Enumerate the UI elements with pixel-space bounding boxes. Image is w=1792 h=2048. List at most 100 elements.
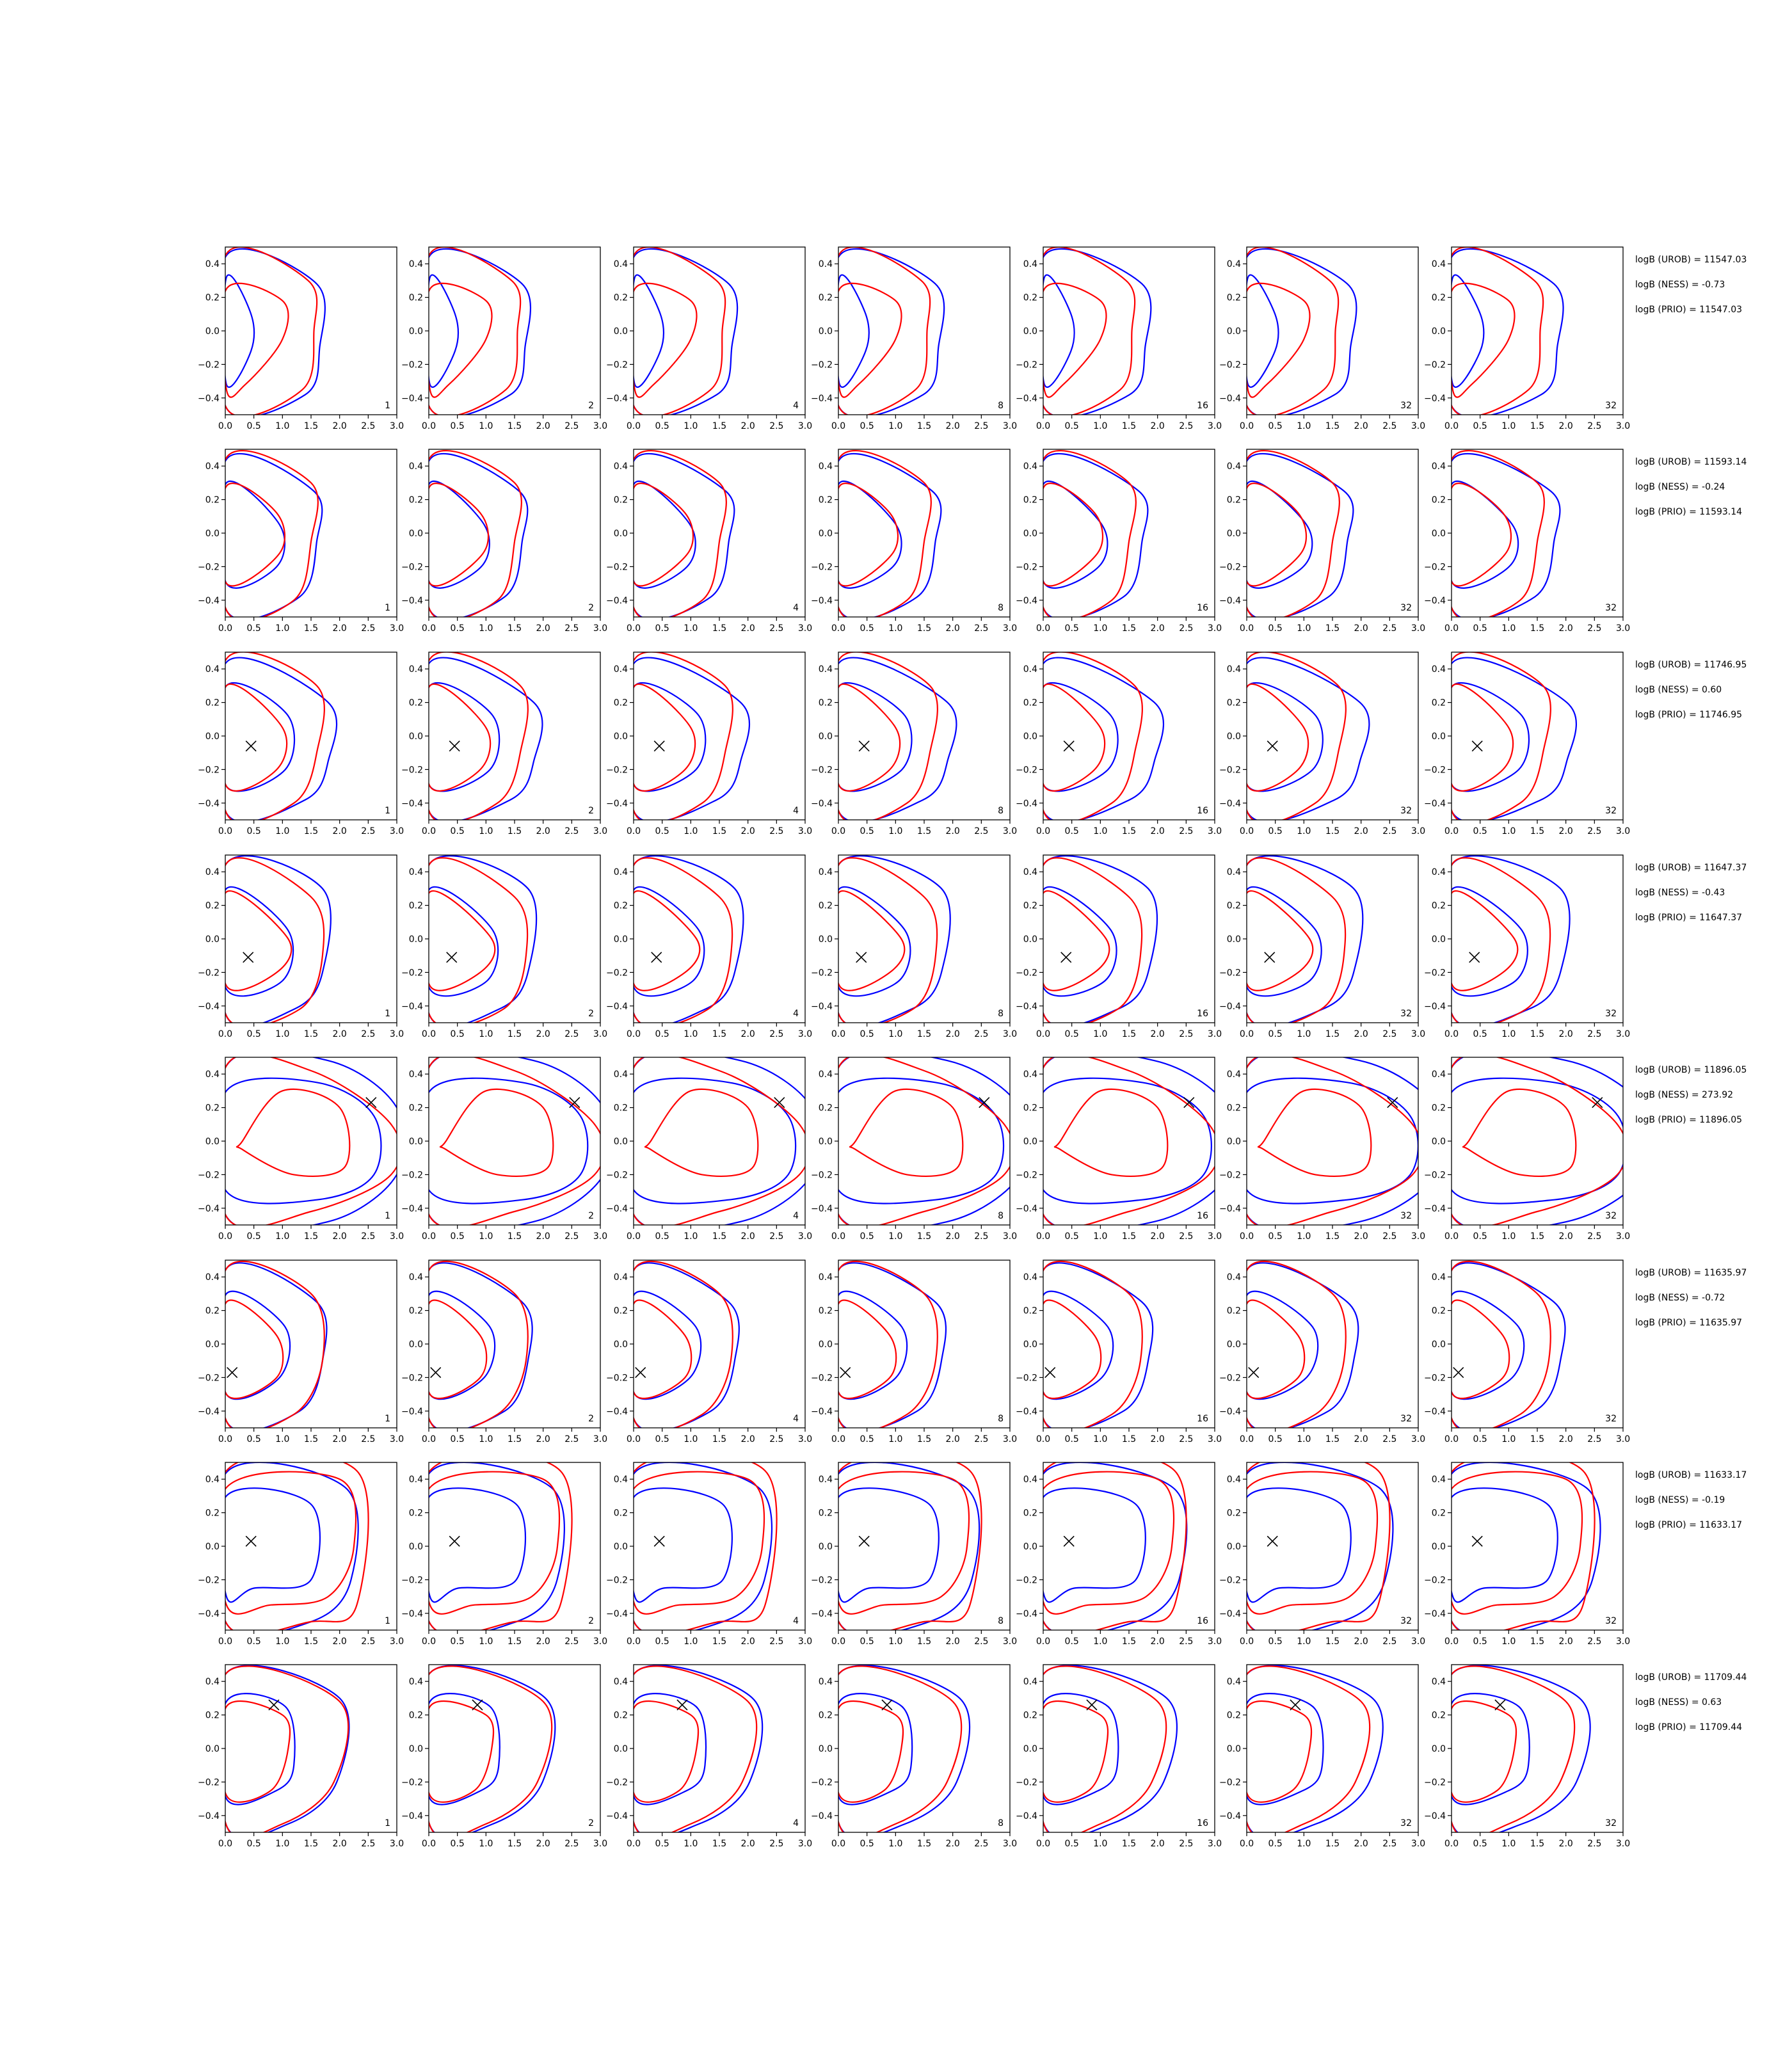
y-tick-label: 0.0 [819, 326, 833, 337]
x-tick-label: 0.5 [247, 421, 261, 431]
x-tick-label: 0.0 [1240, 1231, 1254, 1242]
y-tick-label: 0.0 [205, 529, 220, 539]
panel-label: 2 [588, 1414, 594, 1424]
x-tick-label: 2.5 [974, 1636, 988, 1647]
blue-contour [634, 1290, 702, 1400]
panel-label: 16 [1197, 1009, 1208, 1019]
red-contour [838, 247, 931, 415]
blue-contour [838, 657, 957, 820]
x-tick-label: 2.5 [1382, 1839, 1396, 1849]
y-tick-label: −0.4 [198, 799, 220, 809]
contour-group [1247, 247, 1357, 415]
red-contour [1247, 1057, 1418, 1225]
axes-frame [838, 652, 1011, 820]
x-tick-label: 3.0 [1208, 826, 1222, 836]
y-tick-label: 0.4 [1023, 664, 1037, 675]
x-tick-label: 2.5 [361, 1839, 375, 1849]
y-tick-label: −0.4 [1424, 394, 1446, 404]
panel-label: 8 [998, 401, 1004, 411]
x-tick-label: 2.0 [946, 421, 960, 431]
y-tick-label: −0.4 [1016, 1609, 1037, 1619]
blue-contour [838, 1077, 1005, 1204]
y-tick-label: 0.2 [614, 293, 628, 303]
x-tick-label: 2.0 [741, 1839, 755, 1849]
y-tick-label: 0.0 [205, 732, 220, 742]
red-contour [429, 1057, 600, 1225]
y-tick-label: 0.4 [819, 1475, 833, 1485]
subplot: 0.40.20.0−0.2−0.40.0 0.5 1.0 1.5 2.0 2.5 3.016 [1016, 449, 1222, 634]
y-tick-label: 0.2 [1227, 1103, 1241, 1114]
x-tick-label: 0.5 [247, 1029, 261, 1039]
x-tick-label: 0.0 [1444, 1839, 1459, 1849]
red-contour [439, 1088, 554, 1177]
blue-contour [429, 480, 490, 589]
x-marker [881, 1699, 893, 1711]
y-tick-label: 0.0 [1432, 1542, 1446, 1552]
x-tick-label: 1.5 [304, 826, 318, 836]
x-tick-label: 1.5 [712, 826, 726, 836]
blue-contour [838, 1290, 908, 1400]
blue-contour [429, 452, 529, 617]
x-tick-label: 1.0 [1501, 1434, 1516, 1444]
axes-frame [1451, 1057, 1624, 1226]
y-tick-label: −0.2 [606, 562, 628, 572]
contour-group [1043, 1462, 1188, 1630]
x-tick-label: 3.0 [390, 1636, 404, 1647]
panel-label: 32 [1605, 401, 1617, 411]
blue-contour [225, 480, 286, 589]
blue-contour [1452, 1262, 1566, 1428]
y-tick-label: −0.2 [1424, 1777, 1446, 1788]
y-tick-label: −0.4 [401, 1407, 423, 1417]
x-marker [651, 952, 662, 963]
red-contour [634, 483, 694, 587]
x-tick-label: 1.0 [1297, 1231, 1311, 1242]
contour-group [1452, 1462, 1601, 1630]
x-tick-label: 0.0 [1444, 1636, 1459, 1647]
x-tick-label: 2.0 [1151, 1839, 1165, 1849]
y-tick-label: −0.4 [606, 394, 628, 404]
axes-frame [633, 1260, 806, 1428]
x-tick-label: 1.0 [888, 826, 902, 836]
contour-group [1247, 1057, 1418, 1225]
x-tick-label: 2.5 [361, 623, 375, 634]
subplot: 0.4 0.2 0.0 −0.2 −0.4 0.0 0.5 1.0 1.5 2.0 2.5 3.0 32 [1219, 1664, 1425, 1849]
y-tick-label: 0.0 [1227, 1340, 1241, 1350]
x-tick-label: 0.5 [1473, 1636, 1487, 1647]
subplot: 0.4 0.2 0.0 −0.2 −0.4 0.0 0.5 1.0 1.5 2.0 2.5 3.0 4 [606, 1057, 812, 1242]
y-tick-label: 0.2 [205, 1711, 220, 1721]
x-tick-label: 0.5 [451, 1839, 465, 1849]
x-tick-label: 2.5 [564, 1231, 579, 1242]
subplot: 0.40.20.0−0.2−0.40.0 0.5 1.0 1.5 2.0 2.5 3.016 [1016, 1057, 1222, 1242]
blue-contour [1247, 1487, 1352, 1603]
blue-contour [1452, 1462, 1601, 1630]
y-tick-label: 0.2 [819, 1711, 833, 1721]
x-marker [1063, 740, 1075, 752]
x-tick-label: 3.0 [593, 1839, 607, 1849]
x-tick-label: 0.5 [451, 623, 465, 634]
red-contour [838, 683, 901, 792]
y-tick-label: −0.2 [1219, 1777, 1241, 1788]
y-tick-label: 0.2 [409, 698, 423, 708]
x-tick-label: 0.5 [1268, 421, 1283, 431]
subplot: 0.4 0.2 0.0 −0.2 −0.4 0.0 0.5 1.0 1.5 2.0 2.5 3.01 [198, 246, 404, 431]
blue-contour [1452, 274, 1485, 388]
panel-label: 1 [385, 806, 390, 816]
axes-frame [1043, 1462, 1215, 1631]
blue-contour [634, 1057, 805, 1225]
y-tick-label: 0.4 [1227, 259, 1241, 269]
y-tick-label: −0.2 [198, 765, 220, 775]
x-tick-label: 2.0 [333, 1029, 347, 1039]
x-marker [430, 1366, 442, 1379]
subplot: 0.4 0.2 0.0 −0.2 −0.4 0.0 0.5 1.0 1.5 2.0 2.5 3.0 4 [606, 449, 812, 634]
x-tick-label: 0.0 [627, 1029, 641, 1039]
subplot: 0.40.20.0−0.2−0.40.0 0.5 1.0 1.5 2.0 2.5 3.016 [1016, 1664, 1222, 1849]
contour-group [429, 1260, 533, 1428]
blue-contour [1247, 657, 1370, 820]
blue-contour [1043, 1462, 1188, 1630]
red-contour [225, 1700, 291, 1803]
y-tick-label: 0.2 [819, 495, 833, 506]
red-contour [1452, 282, 1516, 398]
y-tick-label: −0.2 [811, 765, 833, 775]
logb-annotation: logB (UROB) = 11647.37 [1635, 863, 1747, 873]
x-tick-label: 2.0 [946, 1231, 960, 1242]
